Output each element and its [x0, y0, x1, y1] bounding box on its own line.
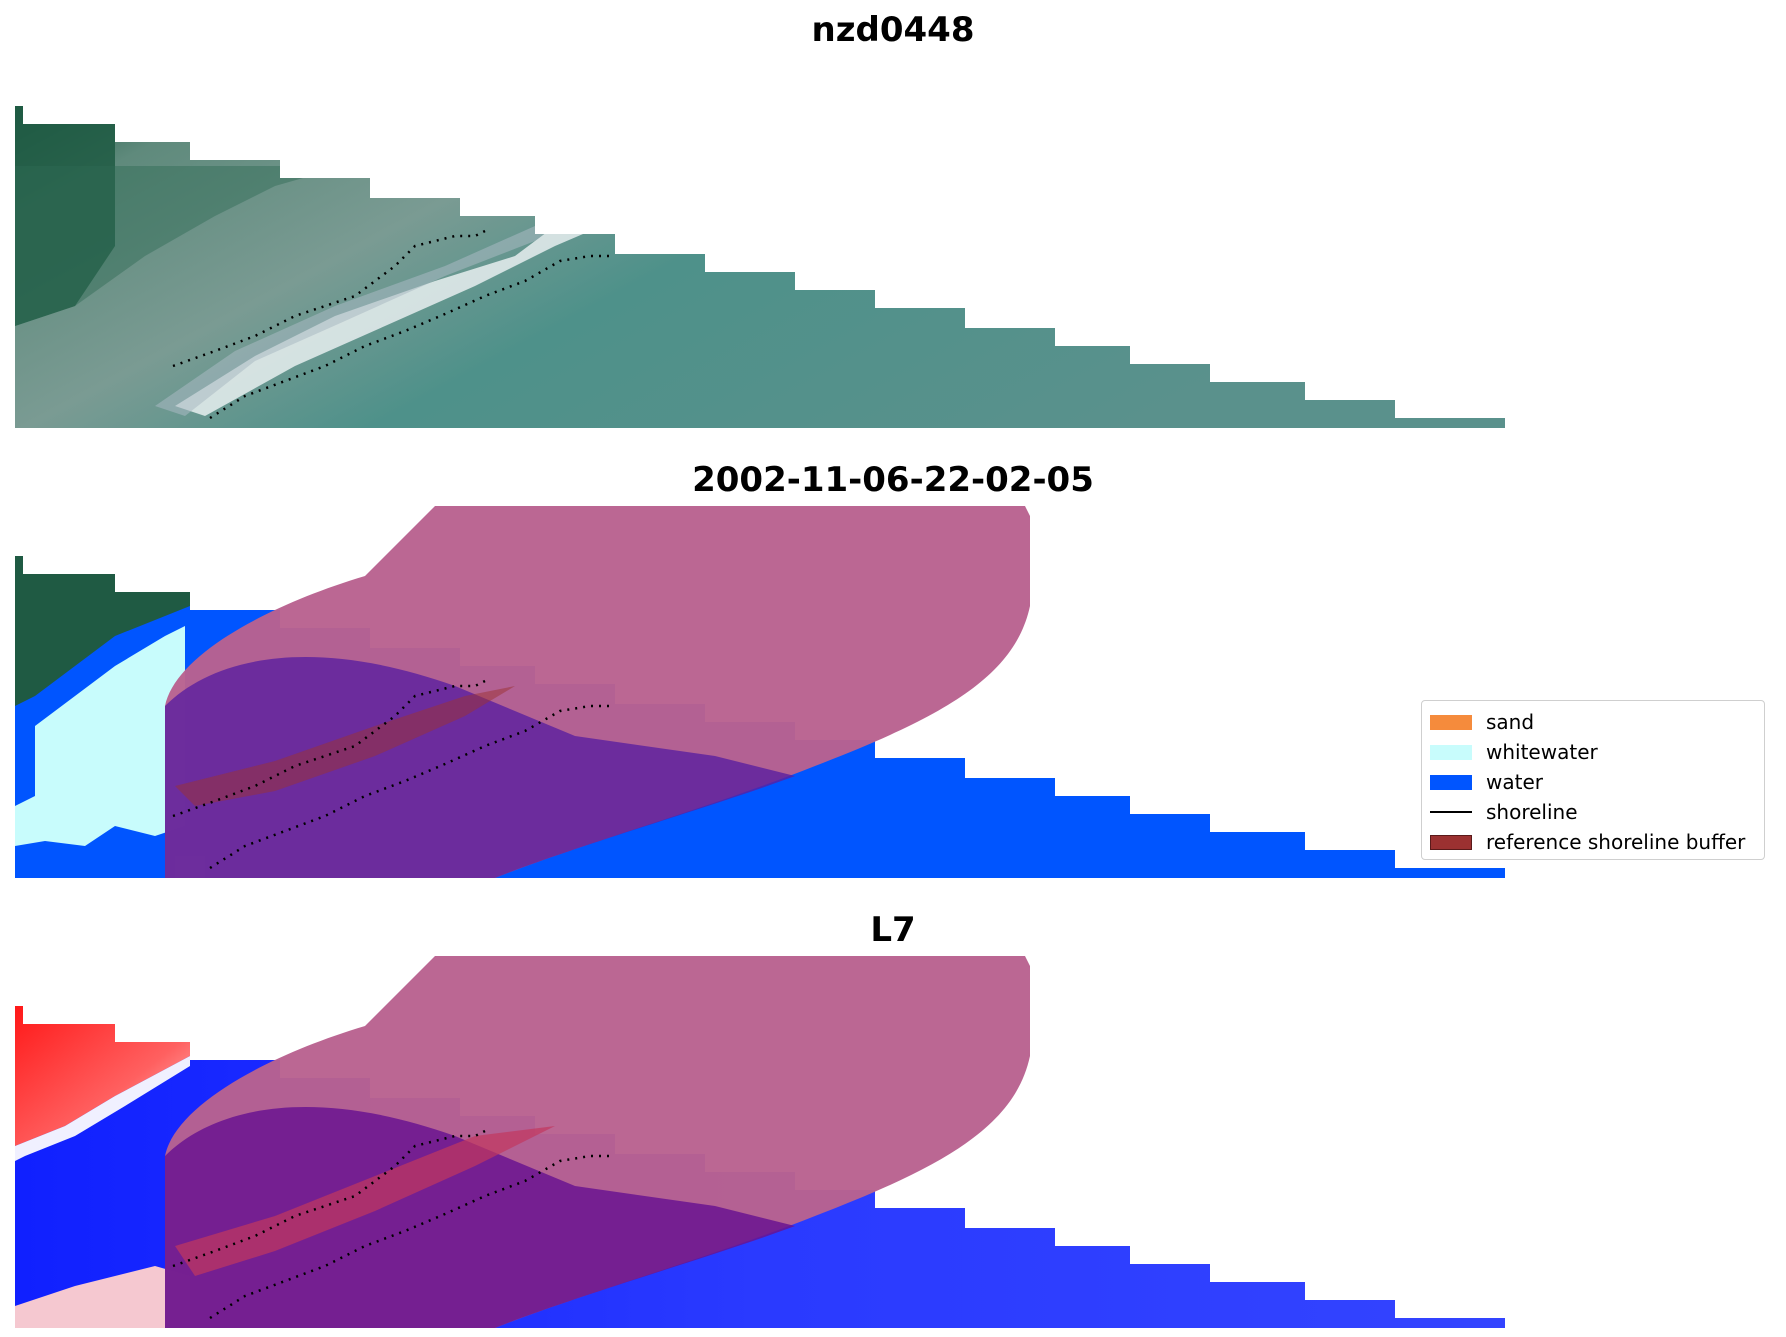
shoreline-swatch	[1430, 811, 1472, 813]
index-image	[15, 956, 1505, 1328]
buffer-swatch	[1430, 834, 1472, 850]
legend-item-sand: sand	[1430, 707, 1756, 737]
legend-label: sand	[1486, 710, 1535, 734]
legend-item-shoreline: shoreline	[1430, 797, 1756, 827]
shoreline-line	[172, 229, 486, 368]
panel-title-classified: 2002-11-06-22-02-05	[692, 460, 1094, 500]
panel-title-rgb: nzd0448	[811, 10, 975, 50]
shoreline-line	[172, 679, 486, 818]
legend-label: water	[1486, 770, 1543, 794]
legend-item-whitewater: whitewater	[1430, 737, 1756, 767]
water-swatch	[1430, 774, 1472, 790]
rgb-image	[15, 106, 1505, 428]
legend-label: shoreline	[1486, 800, 1578, 824]
legend-label: whitewater	[1486, 740, 1598, 764]
panel-title-index: L7	[870, 910, 916, 950]
legend-item-reference-buffer: reference shoreline buffer	[1430, 827, 1756, 857]
legend-item-water: water	[1430, 767, 1756, 797]
legend: sand whitewater water shoreline referenc…	[1421, 700, 1765, 860]
sand-swatch	[1430, 714, 1472, 730]
legend-label: reference shoreline buffer	[1486, 830, 1746, 854]
whitewater-swatch	[1430, 744, 1472, 760]
shoreline-line	[172, 1129, 486, 1268]
classified-image	[15, 506, 1505, 878]
